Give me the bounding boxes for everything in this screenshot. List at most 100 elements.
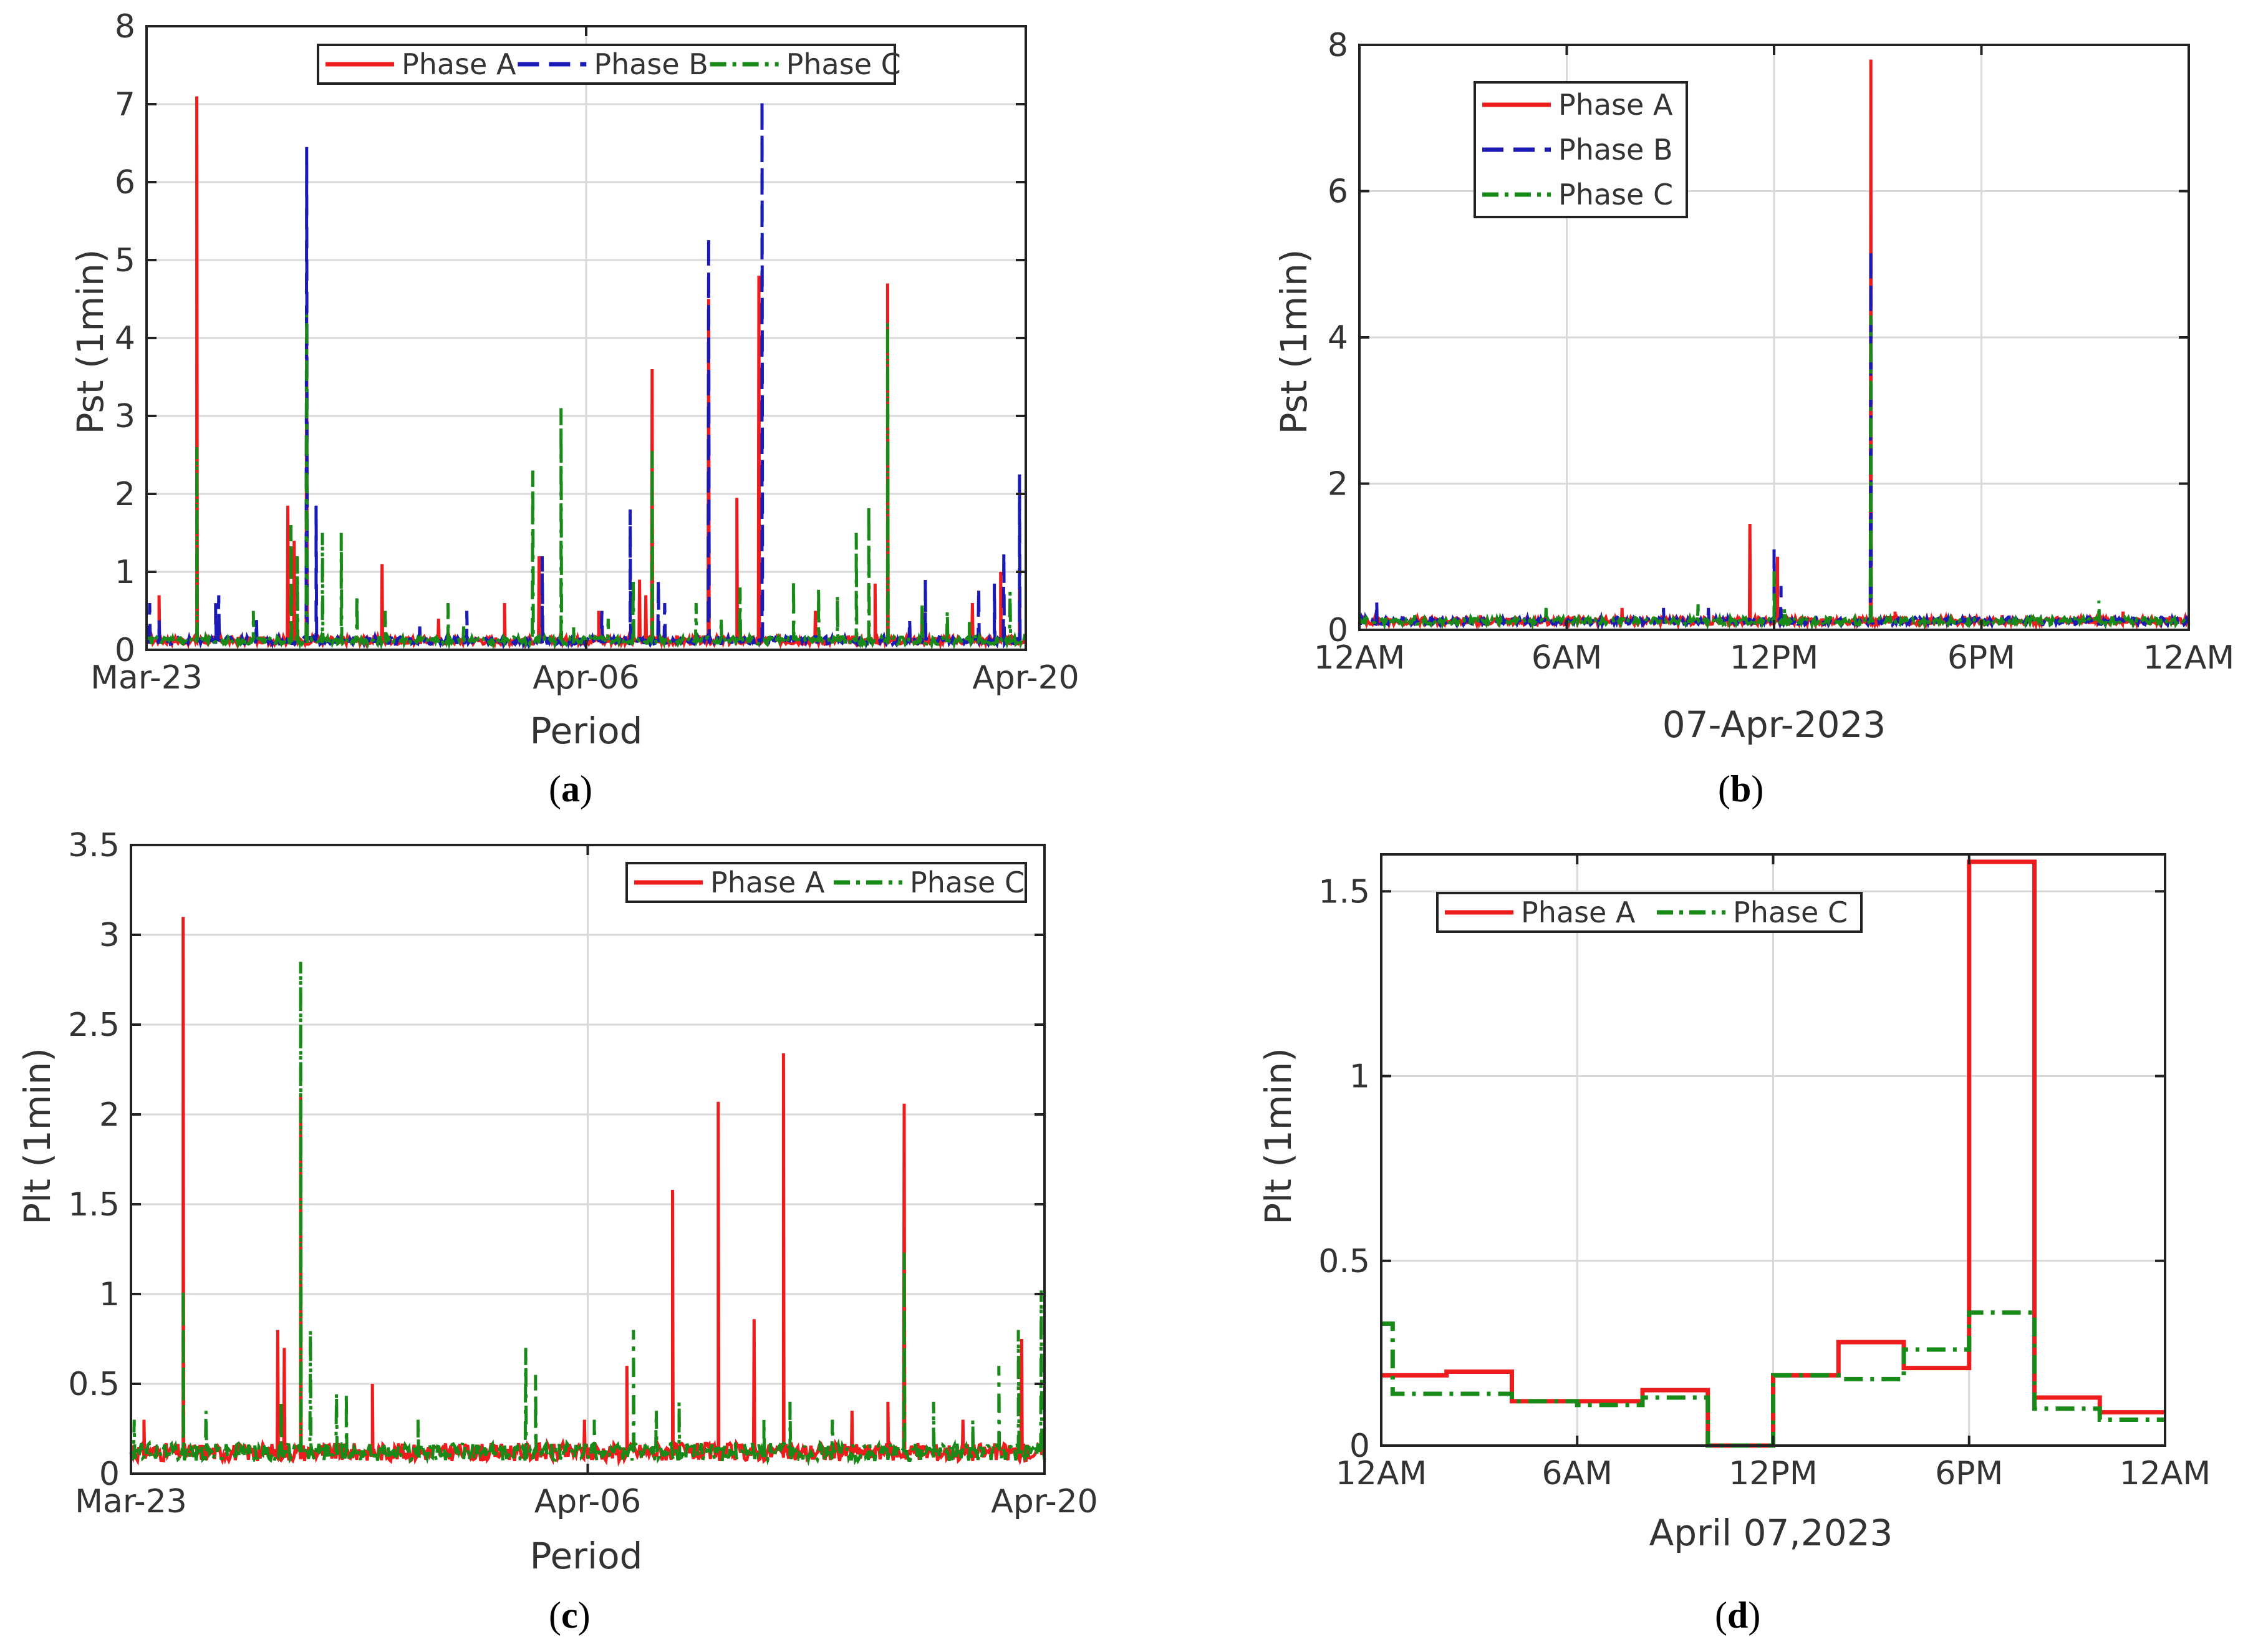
caption-paren-open: ( (549, 768, 561, 809)
panel-c-legend-label-phase-a: Phase A (710, 866, 825, 899)
caption-paren-open: ( (1718, 768, 1730, 809)
panel-a-axes: Mar-23 Apr-06 Apr-20 0 1 2 3 4 5 6 7 8 (90, 8, 1079, 697)
panel-c-y-tick-label: 1.5 (68, 1186, 120, 1224)
panel-b-y-tick-label: 6 (1328, 173, 1348, 211)
panel-c-y-tick-label: 2.5 (68, 1007, 120, 1044)
panel-a-legend-box (317, 44, 896, 85)
panel-c-plot-area (129, 917, 1046, 1467)
panel-d-x-tick-label: 6PM (1935, 1455, 2003, 1492)
panel-d-y-tick-label: 1.5 (1318, 873, 1370, 911)
panel-d-x-tick-label: 12PM (1729, 1455, 1817, 1492)
panel-b-y-tick-label: 4 (1328, 319, 1348, 357)
panel-c-chart: Mar-23 Apr-06 Apr-20 0 0.5 1 1.5 2 2.5 3 3.5 Phase… (16, 827, 1098, 1636)
caption-paren-close: ) (1751, 768, 1763, 809)
panel-b-x-axis-label: 07-Apr-2023 (1662, 703, 1886, 746)
panel-a-x-axis-label: Period (530, 710, 643, 752)
caption-paren-open: ( (549, 1595, 561, 1636)
panel-b-gridlines (1359, 45, 2189, 630)
panel-a-y-tick-label: 1 (115, 554, 135, 591)
panel-b-legend: Phase A Phase B Phase C (1474, 81, 1688, 218)
panel-c-x-axis-label: Period (530, 1535, 643, 1577)
panel-d-y-tick-label: 0.5 (1318, 1243, 1370, 1280)
panel-c-gridlines (131, 845, 1044, 1474)
panel-d-legend-label-phase-c: Phase C (1733, 896, 1848, 929)
panel-a-y-tick-label: 7 (115, 86, 135, 123)
panel-a-y-axis-label: Pst (1min) (69, 249, 112, 435)
panel-c-legend-label-phase-c: Phase C (910, 866, 1025, 899)
panel-c-x-tick-label: Apr-06 (534, 1483, 642, 1520)
panel-a-y-tick-label: 0 (115, 632, 135, 669)
panel-d-x-tick-label: 12AM (2120, 1455, 2211, 1492)
panel-c-legend: Phase A Phase C (625, 862, 1027, 903)
panel-c-x-tick-label: Apr-20 (991, 1483, 1098, 1520)
caption-paren-open: ( (1715, 1595, 1727, 1636)
panel-a-x-tick-label: Mar-23 (90, 659, 203, 697)
panel-d-y-tick-label: 0 (1349, 1427, 1370, 1465)
panel-c-axes: Mar-23 Apr-06 Apr-20 0 0.5 1 1.5 2 2.5 3 3.5 (68, 827, 1097, 1520)
panel-a-y-tick-label: 3 (115, 398, 135, 435)
caption-paren-close: ) (1748, 1595, 1760, 1636)
panel-d-x-tick-label: 12AM (1336, 1455, 1427, 1492)
panel-b-caption: (b) (1718, 768, 1763, 809)
panel-a-x-tick-label: Apr-20 (972, 659, 1079, 697)
panel-d-x-axis-label: April 07,2023 (1649, 1512, 1893, 1554)
panel-b-x-tick-label: 6PM (1947, 639, 2015, 677)
panel-a-plot-area (145, 96, 1028, 650)
panel-d-y-axis-label: Plt (1min) (1257, 1048, 1300, 1225)
panel-a-gridlines (147, 26, 1026, 650)
panel-d-legend-label-phase-a: Phase A (1521, 896, 1636, 929)
panel-a-legend-label-phase-a: Phase A (402, 47, 516, 81)
panel-d-x-tick-label: 6AM (1541, 1455, 1613, 1492)
panel-c-caption: (c) (549, 1595, 591, 1636)
panel-a-y-tick-label: 5 (115, 242, 135, 279)
panel-a-caption-letter: a (561, 768, 580, 809)
panel-c-caption-letter: c (561, 1595, 578, 1636)
panel-b-x-tick-label: 6AM (1532, 639, 1603, 677)
caption-paren-close: ) (580, 768, 592, 809)
panel-d-legend: Phase A Phase C (1436, 892, 1863, 933)
panel-c-y-tick-label: 0.5 (68, 1366, 120, 1403)
panel-a-y-tick-label: 8 (115, 8, 135, 46)
panel-a-y-tick-label: 6 (115, 164, 135, 201)
panel-b-legend-label-phase-c: Phase C (1558, 178, 1673, 211)
panel-a-legend: Phase A Phase B Phase C (317, 44, 901, 85)
panel-b-y-axis-label: Pst (1min) (1273, 249, 1315, 435)
panel-b-x-tick-label: 12PM (1730, 639, 1818, 677)
panel-a-series-phase-c (145, 314, 1027, 650)
panel-d-y-tick-label: 1 (1349, 1058, 1370, 1096)
panel-c-y-tick-label: 3 (99, 917, 120, 954)
panel-b-y-tick-label: 2 (1328, 466, 1348, 503)
panel-a-caption: (a) (549, 768, 592, 809)
panel-c-y-axis-label: Plt (1min) (16, 1048, 59, 1225)
panel-d-caption: (d) (1715, 1595, 1760, 1636)
panel-b-series-phase-c (1358, 315, 2191, 631)
panel-b-x-tick-label: 12AM (1314, 639, 1406, 677)
panel-c-series-phase-c (129, 962, 1046, 1466)
panel-a-y-tick-label: 4 (115, 320, 135, 357)
panel-b-legend-label-phase-a: Phase A (1558, 88, 1673, 122)
panel-a-x-tick-label: Apr-06 (533, 659, 640, 697)
panel-d-caption-letter: d (1727, 1595, 1748, 1636)
panel-c-x-tick-label: Mar-23 (75, 1483, 187, 1520)
panel-b-plot-area (1358, 59, 2191, 631)
panel-a-legend-label-phase-b: Phase B (594, 47, 708, 81)
panel-b-y-tick-label: 8 (1328, 27, 1348, 64)
panel-a-legend-label-phase-c: Phase C (786, 47, 901, 81)
panel-b-x-tick-label: 12AM (2143, 639, 2235, 677)
panel-c-y-tick-label: 0 (99, 1456, 120, 1493)
panel-b-y-tick-label: 0 (1328, 612, 1348, 649)
panel-b-legend-label-phase-b: Phase B (1558, 133, 1673, 167)
panel-c-y-tick-label: 3.5 (68, 827, 120, 864)
panel-c-y-tick-label: 1 (99, 1276, 120, 1313)
panel-a-y-tick-label: 2 (115, 476, 135, 513)
caption-paren-close: ) (578, 1595, 591, 1636)
panel-b-caption-letter: b (1730, 768, 1751, 809)
panel-c-y-tick-label: 2 (99, 1096, 120, 1134)
panel-d-gridlines (1381, 854, 2165, 1446)
